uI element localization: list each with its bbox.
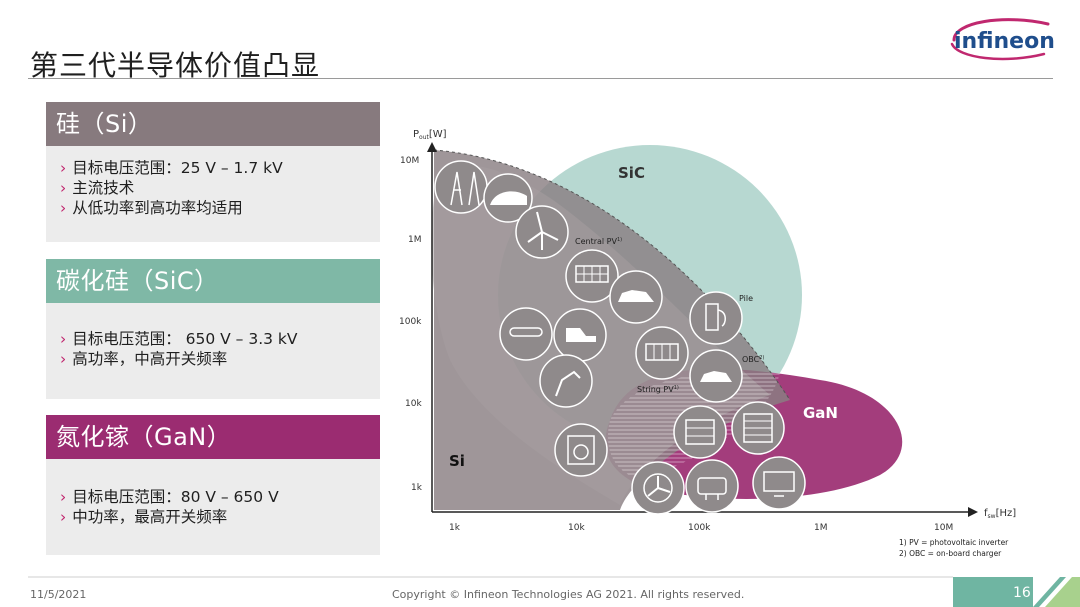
title-divider <box>28 78 1053 79</box>
list-item: › 目标电压范围：80 V – 650 V <box>60 488 279 506</box>
x-tick-label: 1M <box>814 523 828 533</box>
list-item: › 主流技术 <box>60 179 135 197</box>
panel-si: 硅（Si） › 目标电压范围：25 V – 1.7 kV › 主流技术 › 从低功率到… <box>46 102 380 242</box>
obc-label: OBC2) <box>742 355 764 364</box>
train-icon <box>483 173 533 223</box>
x-tick-label: 10k <box>568 523 585 533</box>
logo-text: infineon <box>954 29 1055 54</box>
onboard-charger-icon <box>689 349 743 403</box>
datacenter-icon <box>731 401 785 455</box>
panel-gan-header: 氮化镓（GaN） <box>46 415 380 459</box>
pile-label: Pile <box>739 294 753 303</box>
list-item: › 目标电压范围：25 V – 1.7 kV <box>60 159 283 177</box>
x-axis-title: fsw[Hz] <box>984 508 1016 520</box>
footer-copyright: Copyright © Infineon Technologies AG 202… <box>392 588 745 601</box>
chevron-right-icon: › <box>60 330 67 348</box>
chevron-right-icon: › <box>60 159 67 177</box>
robot-arm-icon <box>539 354 593 408</box>
infineon-logo: infineon <box>950 18 1055 61</box>
y-tick-label: 1k <box>411 483 423 493</box>
si-label: Si <box>449 452 465 470</box>
washing-machine-icon <box>554 423 608 477</box>
panel-gan-list: › 目标电压范围：80 V – 650 V › 中功率，最高开关频率 <box>60 487 380 527</box>
x-axis-arrow-icon <box>968 507 978 517</box>
chevron-right-icon: › <box>60 179 67 197</box>
adapter-icon <box>685 459 739 513</box>
string-inverter-icon <box>635 326 689 380</box>
logo-swoosh-icon <box>952 18 1050 42</box>
panel-sic-list: › 目标电压范围： 650 V – 3.3 kV › 高功率，中高开关频率 <box>60 329 380 369</box>
fan-icon <box>631 461 685 515</box>
y-tick-label: 10k <box>405 399 422 409</box>
wind-turbine-icon <box>515 205 569 259</box>
page-number-box <box>953 577 1033 607</box>
power-frequency-diagram: Pout[W] fsw[Hz] 10M 1M 100k 10k 1k 1k 10… <box>399 129 1016 558</box>
footer-date: 11/5/2021 <box>30 588 87 601</box>
y-tick-label: 1M <box>408 235 422 245</box>
transmission-tower-icon <box>434 160 488 214</box>
chevron-right-icon: › <box>60 508 67 526</box>
central-pv-label: Central PV1) <box>575 237 622 246</box>
page-title: 第三代半导体价值凸显 <box>30 49 321 82</box>
conveyor-icon <box>499 307 553 361</box>
list-item: › 目标电压范围： 650 V – 3.3 kV <box>60 330 298 348</box>
footer-stripe <box>1033 577 1066 607</box>
y-axis-arrow-icon <box>427 142 437 152</box>
list-item: › 中功率，最高开关频率 <box>60 508 228 526</box>
panel-si-list: › 目标电压范围：25 V – 1.7 kV › 主流技术 › 从低功率到高功率均适用 <box>60 158 380 218</box>
solar-panel-icon <box>565 249 619 303</box>
x-tick-label: 1k <box>449 523 461 533</box>
footnote-obc: 2) OBC = on-board charger <box>899 549 1002 558</box>
tv-icon <box>752 456 806 510</box>
chevron-right-icon: › <box>60 199 67 217</box>
panel-gan: 氮化镓（GaN） › 目标电压范围：80 V – 650 V › 中功率，最高开关频… <box>46 415 380 555</box>
server-rack-icon <box>673 405 727 459</box>
gan-label: GaN <box>803 404 838 422</box>
string-pv-label: String PV1) <box>637 385 679 394</box>
y-tick-label: 10M <box>400 156 419 166</box>
y-axis-title: Pout[W] <box>413 129 447 141</box>
panel-sic-header: 碳化硅（SiC） <box>46 259 380 303</box>
x-tick-label: 10M <box>934 523 953 533</box>
y-tick-label: 100k <box>399 317 422 327</box>
panel-sic: 碳化硅（SiC） › 目标电压范围： 650 V – 3.3 kV › 高功率，中高… <box>46 259 380 399</box>
list-item: › 从低功率到高功率均适用 <box>60 199 243 217</box>
sic-label: SiC <box>618 164 645 182</box>
footer-bar <box>28 576 1080 607</box>
page-number: 16 <box>1013 585 1031 601</box>
panel-si-header: 硅（Si） <box>46 102 380 146</box>
charging-pile-icon <box>689 291 743 345</box>
chevron-right-icon: › <box>60 488 67 506</box>
x-tick-label: 100k <box>688 523 711 533</box>
chevron-right-icon: › <box>60 350 67 368</box>
list-item: › 高功率，中高开关频率 <box>60 350 228 368</box>
footer-accent <box>1045 577 1080 607</box>
car-icon <box>609 270 663 324</box>
forklift-icon <box>553 308 607 362</box>
footnote-pv: 1) PV = photovoltaic inverter <box>899 538 1009 547</box>
